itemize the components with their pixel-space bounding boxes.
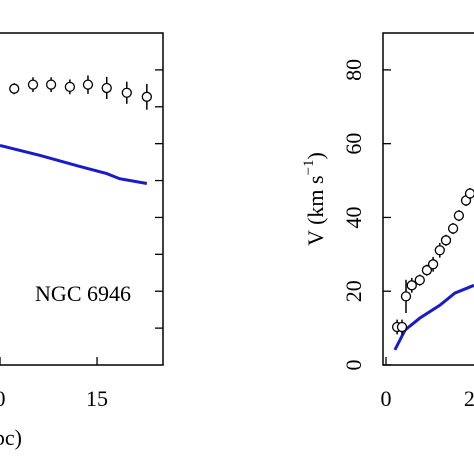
right-frame [382, 32, 474, 366]
data-point [82, 79, 94, 90]
data-point [9, 83, 20, 94]
data-point [121, 87, 132, 98]
y-tick-label: 40 [341, 206, 366, 228]
data-point [64, 81, 76, 93]
x-tick-label: 0 [381, 386, 392, 411]
data-point [434, 245, 445, 256]
data-point [27, 79, 39, 90]
data-point [400, 291, 412, 302]
y-tick-label: 20 [341, 280, 366, 302]
y-axis-label-main: V (km s [303, 175, 328, 246]
data-point [45, 79, 57, 90]
y-axis-label-end: ) [303, 152, 328, 159]
data-point [464, 188, 474, 199]
x-tick-label: 15 [86, 386, 108, 411]
x-tick-label: 0 [0, 386, 6, 411]
y-axis-label: V (km s−1) [301, 152, 328, 246]
data-point [427, 259, 439, 270]
model-line [393, 283, 474, 351]
data-point [414, 275, 425, 286]
x-tick-label: 20 [464, 386, 474, 411]
annotation: NGC 6946 [35, 281, 131, 306]
data-point [421, 265, 433, 276]
x-axis-label: (kpc) [0, 425, 22, 450]
data-point [396, 321, 408, 333]
data-point [440, 235, 452, 246]
y-tick-label: 60 [341, 133, 366, 155]
data-point [447, 223, 459, 234]
y-axis-label-sup: −1 [301, 159, 317, 175]
y-tick-label: 80 [341, 59, 366, 81]
data-point [453, 210, 465, 221]
model-line [0, 144, 148, 185]
y-tick-label: 0 [341, 360, 366, 371]
left-frame [0, 32, 164, 366]
data-point [406, 280, 417, 291]
data-point [141, 91, 152, 102]
data-point [101, 82, 112, 94]
